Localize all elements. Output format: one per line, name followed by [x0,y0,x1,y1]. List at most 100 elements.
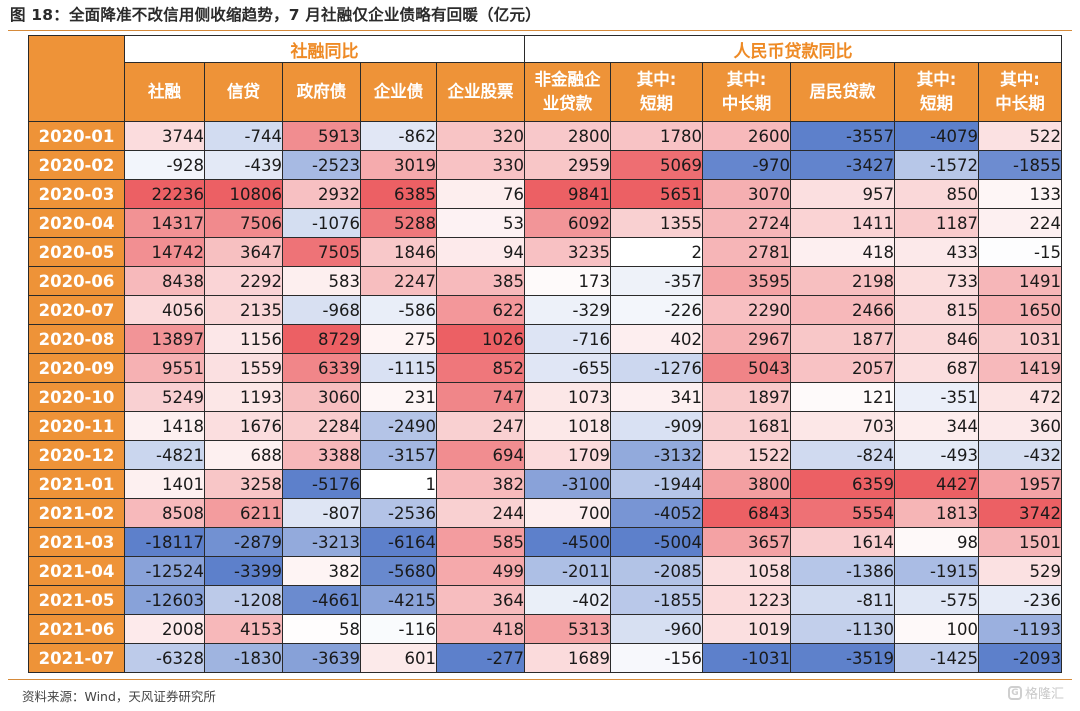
row-date: 2021-04 [28,556,125,586]
value-cell: 1559 [204,353,283,383]
value-cell: -4500 [524,527,611,557]
value-cell: -4661 [282,585,361,615]
column-header: 企业股票 [436,62,525,122]
value-cell: -1076 [282,208,361,238]
value-cell: -1425 [894,643,979,673]
column-header: 政府债 [282,62,361,122]
value-cell: 382 [282,556,361,586]
value-cell: 53 [436,208,525,238]
value-cell: 433 [894,237,979,267]
column-header: 信贷 [204,62,283,122]
value-cell: -116 [360,614,437,644]
row-date: 2020-07 [28,295,125,325]
value-cell: -2523 [282,150,361,180]
table-row: 2021-02 8508 6211 -807 -2536 244 700 -4052 6843 5… [28,498,1062,528]
table-row: 2020-07 4056 2135 -968 -586 622 -329 -226 2290 24… [28,295,1062,325]
value-cell: -1193 [978,614,1062,644]
value-cell: 815 [894,295,979,325]
value-cell: -3519 [790,643,895,673]
column-header: 企业债 [360,62,437,122]
value-cell: 2292 [204,266,283,296]
value-cell: 2198 [790,266,895,296]
value-cell: -6164 [360,527,437,557]
value-cell: 5554 [790,498,895,528]
top-rule [8,30,1072,31]
value-cell: 2600 [702,121,791,151]
value-cell: 1614 [790,527,895,557]
value-cell: 1676 [204,411,283,441]
value-cell: 6092 [524,208,611,238]
table-row: 2020-04 14317 7506 -1076 5288 53 6092 1355 2724 1… [28,208,1062,238]
value-cell: 1419 [978,353,1062,383]
value-cell: 703 [790,411,895,441]
value-cell: 1401 [124,469,205,499]
value-cell: 100 [894,614,979,644]
value-cell: 3657 [702,527,791,557]
row-date: 2021-07 [28,643,125,673]
value-cell: -5004 [610,527,703,557]
value-cell: 7506 [204,208,283,238]
value-cell: -811 [790,585,895,615]
value-cell: -2879 [204,527,283,557]
value-cell: 14742 [124,237,205,267]
value-cell: -1915 [894,556,979,586]
value-cell: -2490 [360,411,437,441]
column-header: 社融 [124,62,205,122]
value-cell: 5069 [610,150,703,180]
value-cell: 1813 [894,498,979,528]
value-cell: -226 [610,295,703,325]
value-cell: 4427 [894,469,979,499]
row-date: 2020-12 [28,440,125,470]
value-cell: -928 [124,150,205,180]
value-cell: 3800 [702,469,791,499]
value-cell: 1780 [610,121,703,151]
value-cell: 244 [436,498,525,528]
value-cell: 1957 [978,469,1062,499]
value-cell: -329 [524,295,611,325]
table-row: 2021-03 -18117 -2879 -3213 -6164 585 -4500 -500… [28,527,1062,557]
value-cell: 10806 [204,179,283,209]
value-cell: 472 [978,382,1062,412]
value-cell: 1501 [978,527,1062,557]
value-cell: -2085 [610,556,703,586]
value-cell: 133 [978,179,1062,209]
value-cell: 7505 [282,237,361,267]
value-cell: -655 [524,353,611,383]
value-cell: 1019 [702,614,791,644]
column-header: 其中: 中长期 [978,62,1062,122]
value-cell: -3157 [360,440,437,470]
value-cell: -5680 [360,556,437,586]
table-row: 2020-06 8438 2292 583 2247 385 173 -357 3595 2198… [28,266,1062,296]
value-cell: 622 [436,295,525,325]
value-cell: 9841 [524,179,611,209]
value-cell: -744 [204,121,283,151]
value-cell: 687 [894,353,979,383]
value-cell: -1944 [610,469,703,499]
value-cell: 76 [436,179,525,209]
value-cell: 13897 [124,324,205,354]
value-cell: 747 [436,382,525,412]
row-date: 2021-03 [28,527,125,557]
value-cell: 522 [978,121,1062,151]
watermark-text: 格隆汇 [1024,687,1064,702]
value-cell: -5176 [282,469,361,499]
value-cell: 1418 [124,411,205,441]
value-cell: -1855 [610,585,703,615]
watermark: G 格隆汇 [1007,683,1064,702]
value-cell: 173 [524,266,611,296]
value-cell: 402 [610,324,703,354]
value-cell: -2093 [978,643,1062,673]
value-cell: -909 [610,411,703,441]
value-cell: 2008 [124,614,205,644]
value-cell: -586 [360,295,437,325]
source-note: 资料来源：Wind，天风证券研究所 [22,689,216,704]
value-cell: -402 [524,585,611,615]
value-cell: -236 [978,585,1062,615]
value-cell: 8438 [124,266,205,296]
value-cell: 1187 [894,208,979,238]
value-cell: 231 [360,382,437,412]
value-cell: 6339 [282,353,361,383]
figure-title: 图 18：全面降准不改信用侧收缩趋势，7 月社融仅企业债略有回暖（亿元） [10,6,541,24]
table-row: 2021-07 -6328 -1830 -3639 601 -277 1689 -156 -10… [28,643,1062,673]
row-date: 2020-02 [28,150,125,180]
